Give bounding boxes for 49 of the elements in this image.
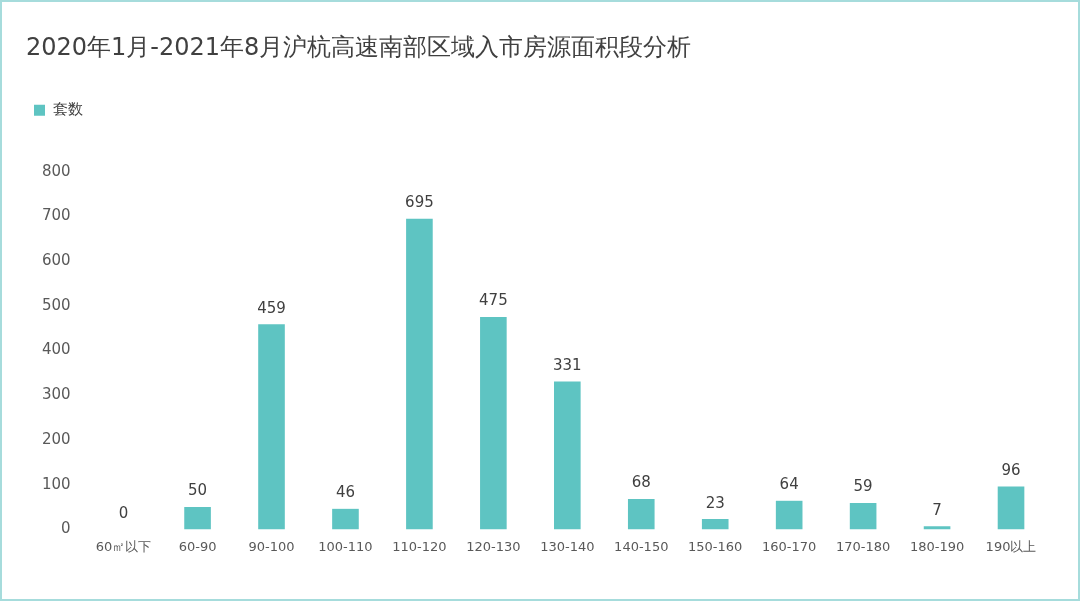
bar [775,500,803,530]
bar [480,317,507,530]
x-tick-label: 180-190 [909,538,965,554]
chart-title: 2020年1月-2021年8月沪杭高速南部区域入市房源面积段分析 [26,32,692,61]
data-label: 23 [705,493,725,512]
data-label: 459 [257,298,286,317]
x-tick-label: 120-130 [466,538,521,554]
data-label: 96 [1001,460,1021,479]
data-label: 695 [405,193,434,212]
x-tick-label: 90-100 [248,538,295,554]
x-tick-label: 140-150 [614,538,669,554]
y-tick-label: 700 [41,206,71,225]
data-label: 50 [188,481,208,500]
bar [184,507,211,530]
bar [997,486,1025,530]
data-label: 64 [779,475,799,494]
data-label: 331 [552,355,582,374]
bar [332,508,359,530]
x-tick-label: 160-170 [762,538,817,554]
x-tick-label: 190以上 [985,538,1037,554]
y-tick-label: 200 [41,429,71,448]
y-tick-label: 0 [61,519,71,538]
data-label: 0 [118,503,129,522]
bar [849,503,877,530]
x-tick-label: 150-160 [688,538,743,554]
bar [554,381,581,530]
y-tick-label: 800 [41,161,71,180]
bar [701,519,729,530]
bar [923,526,951,530]
x-tick-label: 130-140 [540,538,595,554]
data-label: 68 [631,473,651,492]
x-tick-label: 170-180 [835,538,891,554]
y-tick-label: 600 [41,251,71,270]
y-tick-label: 300 [41,385,71,404]
x-tick-label: 60-90 [178,538,217,554]
x-tick-label: 100-110 [318,538,373,554]
data-label: 7 [932,500,942,519]
data-label: 59 [853,477,873,496]
y-tick-label: 400 [41,340,71,359]
y-tick-label: 500 [41,295,71,314]
bar [627,499,655,530]
bar [258,324,285,530]
data-label: 46 [335,483,356,502]
data-label: 475 [479,291,508,310]
x-tick-label: 60㎡以下 [95,538,152,554]
bar [406,218,433,530]
legend-label: 套数 [52,100,83,119]
y-tick-label: 100 [41,474,71,493]
x-tick-label: 110-120 [392,538,447,554]
